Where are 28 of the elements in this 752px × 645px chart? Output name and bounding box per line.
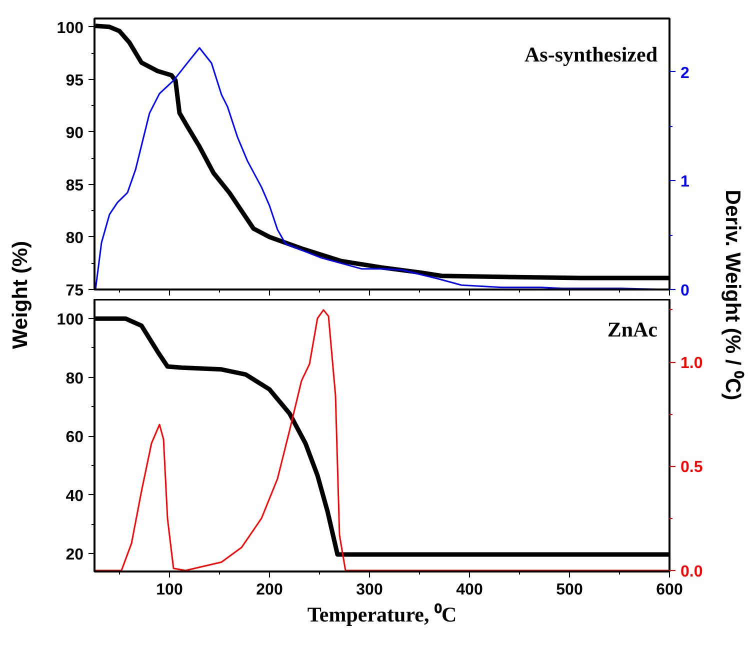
y-tick-label: 85 <box>66 177 84 194</box>
x-tick-label: 200 <box>256 582 283 598</box>
x-tick-label: 300 <box>356 582 383 598</box>
y-tick-label: 40 <box>66 488 84 505</box>
y-tick-label: 80 <box>66 230 84 247</box>
text: ZnAc <box>607 318 658 342</box>
y-tick-label: 80 <box>66 370 84 388</box>
y-tick-label: 100 <box>56 312 84 329</box>
y-tick-label: 100 <box>56 20 84 37</box>
y-tick-label: 75 <box>66 282 84 300</box>
y-tick-label: 90 <box>66 124 84 142</box>
x-tick-label: 100 <box>156 582 183 598</box>
y2-tick-label: 2 <box>680 64 690 82</box>
y2-tick-label: 0 <box>680 282 690 300</box>
x-tick-label: 400 <box>456 582 483 598</box>
y-tick-label: 60 <box>66 429 84 446</box>
y2-axis-title: Deriv. Weight (% / ⁰C) <box>721 190 745 400</box>
x-tick-label: 500 <box>556 582 583 598</box>
y-tick-label: 95 <box>66 72 84 90</box>
y2-tick-label: 0.5 <box>680 459 703 476</box>
x-tick-label: 600 <box>656 582 683 598</box>
y2-tick-label: 1 <box>680 174 690 191</box>
y-axis-title: Weight (%) <box>9 240 32 350</box>
y2-tick-label: 1.0 <box>680 355 703 372</box>
x-axis-title: Temperature, ⁰C <box>307 602 457 626</box>
y2-tick-label: 0.0 <box>680 563 703 580</box>
text: As-synthesized <box>524 42 658 66</box>
y-tick-label: 20 <box>66 546 84 564</box>
